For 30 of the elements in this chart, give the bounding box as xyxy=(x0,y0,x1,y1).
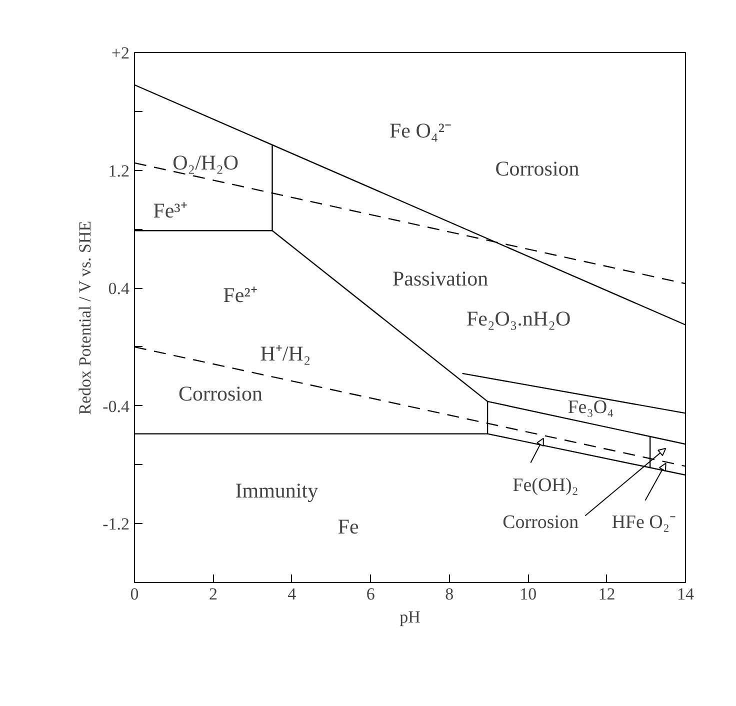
annotation: Fe O₄²⁻ xyxy=(389,118,452,142)
y-axis-title: Redox Potential / V vs. SHE xyxy=(76,220,95,415)
y-tick-label: -0.4 xyxy=(102,396,130,416)
x-tick-label: 8 xyxy=(445,584,454,604)
annotation: Immunity xyxy=(235,478,319,502)
x-tick-label: 12 xyxy=(598,584,616,604)
x-tick-label: 2 xyxy=(208,584,218,604)
annotation: Fe(OH)₂ xyxy=(512,475,578,496)
x-tick-label: 6 xyxy=(366,584,375,604)
x-axis-title: pH xyxy=(400,608,420,626)
annotation: Corrosion xyxy=(495,156,580,181)
annotation: Passivation xyxy=(392,266,489,290)
annotation: Fe xyxy=(338,514,359,538)
y-tick-label: +2 xyxy=(111,44,130,62)
annotation: O₂/H₂O xyxy=(172,150,239,175)
annotation: HFe O₂⁻ xyxy=(612,512,676,534)
x-tick-label: 14 xyxy=(677,584,694,604)
annotation: Corrosion xyxy=(178,381,263,406)
x-tick-label: 10 xyxy=(520,584,537,604)
annotation: H⁺/H₂ xyxy=(260,342,311,366)
annotation: Corrosion xyxy=(502,512,580,534)
annotation: Fe²⁺ xyxy=(223,283,258,308)
annotation: Fe³⁺ xyxy=(153,198,188,222)
y-tick-label: 0.4 xyxy=(108,279,130,298)
x-tick-label: 0 xyxy=(130,584,139,604)
annotation: Fe₃O₄ xyxy=(568,397,614,418)
y-tick-label: -1.2 xyxy=(102,514,130,534)
annotation: Fe₂O₃.nH₂O xyxy=(466,306,571,331)
y-tick-label: 1.2 xyxy=(108,161,130,180)
x-tick-label: 4 xyxy=(288,584,297,604)
